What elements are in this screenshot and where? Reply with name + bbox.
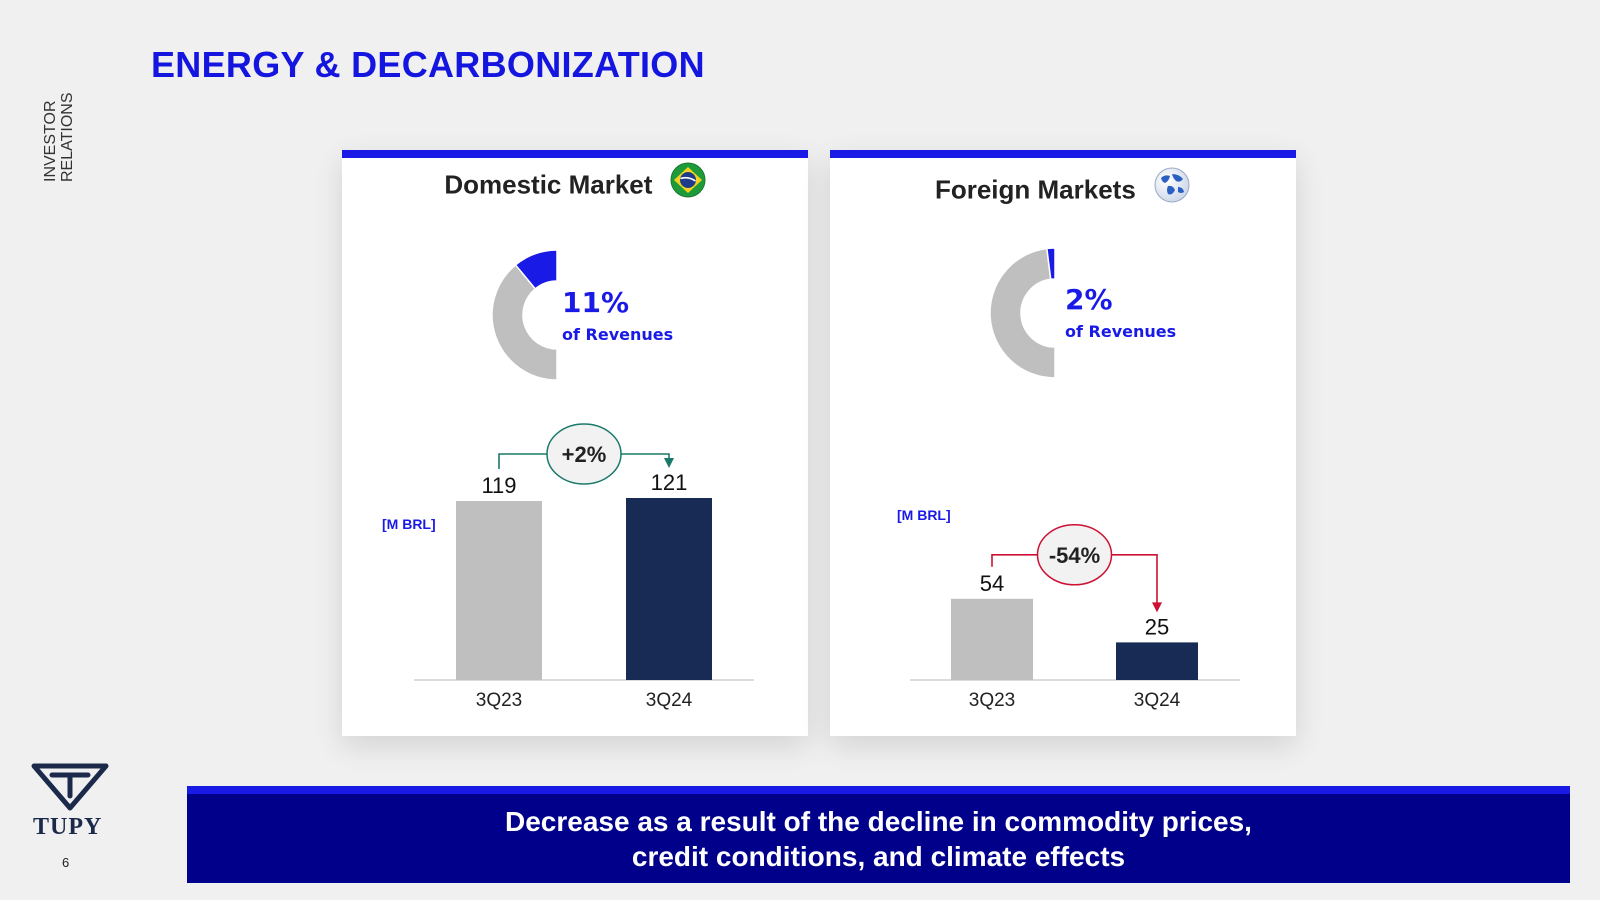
change-bubble (1036, 524, 1113, 586)
bar-value-label: 119 (481, 473, 516, 498)
banner-line-1: Decrease as a result of the decline in c… (505, 806, 1252, 837)
card-top-bar (830, 150, 1296, 158)
domestic-title-text: Domestic Market (444, 169, 653, 200)
foreign-bar-chart: 54 3Q23 25 3Q24 -54% (910, 524, 1240, 711)
foreign-card-title: Foreign Markets (830, 167, 1296, 211)
domestic-unit-label: [M BRL] (382, 516, 436, 532)
tupy-logo-icon (31, 763, 109, 811)
summary-banner: Decrease as a result of the decline in c… (187, 786, 1570, 883)
foreign-share-percent: 2% (1065, 283, 1113, 316)
foreign-share: 2% of Revenues (1065, 283, 1176, 341)
tupy-logo-text: TUPY (33, 814, 103, 840)
bar-value-label: 121 (651, 470, 688, 495)
bar-3q23 (456, 501, 542, 680)
bar-value-label: 54 (980, 571, 1004, 596)
page-number: 6 (62, 855, 70, 870)
change-arrowhead (1152, 602, 1162, 613)
foreign-unit-label: [M BRL] (897, 507, 951, 523)
bar-3q23 (951, 598, 1033, 680)
foreign-share-label: of Revenues (1065, 322, 1177, 341)
change-percent-label: +2% (562, 442, 607, 467)
page-title: ENERGY & DECARBONIZATION (151, 44, 705, 85)
donut-share-arc (514, 249, 558, 290)
card-top-bar (342, 150, 808, 158)
domestic-share-label: of Revenues (562, 325, 674, 344)
domestic-bar-chart: 119 3Q23 121 3Q24 +2% (414, 423, 754, 711)
domestic-card-title: Domestic Market (342, 162, 808, 205)
category-tick-label: 3Q23 (476, 690, 522, 711)
bar-value-label: 25 (1145, 614, 1169, 639)
category-tick-label: 3Q24 (1134, 690, 1181, 711)
foreign-markets-card: Foreign Markets 2% of Revenues [M BRL] 5… (830, 150, 1296, 736)
foreign-revenue-share-donut (990, 247, 1056, 379)
foreign-title-text: Foreign Markets (934, 174, 1136, 205)
domestic-market-card: Domestic Market 11% of Revenues [M BRL] … (342, 150, 808, 736)
donut-remainder-arc (990, 247, 1056, 379)
category-tick-label: 3Q24 (646, 690, 693, 711)
donut-share-arc (1046, 247, 1056, 281)
domestic-share: 11% of Revenues (562, 286, 673, 344)
bar-3q24 (1116, 642, 1198, 680)
globe-icon (1153, 166, 1191, 211)
bar-3q24 (626, 498, 712, 680)
change-arrowhead (664, 458, 674, 468)
donut-remainder-arc (492, 263, 558, 381)
change-bubble (546, 423, 622, 485)
banner-line-2: credit conditions, and climate effects (631, 841, 1126, 872)
domestic-revenue-share-donut (492, 249, 558, 381)
brazil-flag-icon (670, 162, 706, 205)
investor-relations-label: INVESTOR RELATIONS (42, 92, 76, 183)
category-tick-label: 3Q23 (969, 690, 1015, 711)
change-percent-label: -54% (1049, 543, 1100, 568)
domestic-share-percent: 11% (562, 286, 630, 319)
